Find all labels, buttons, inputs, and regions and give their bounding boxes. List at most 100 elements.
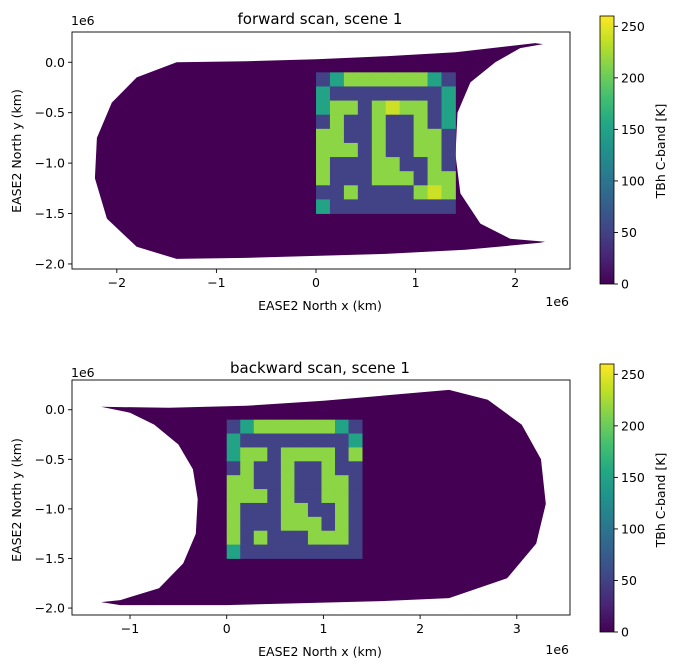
heatmap-cell (240, 475, 255, 490)
y-axis-label: EASE2 North y (km) (9, 89, 24, 213)
heatmap-cell (348, 433, 363, 448)
heatmap-cell (240, 544, 255, 559)
heatmap-cell (357, 114, 373, 130)
heatmap-cell (280, 502, 295, 518)
heatmap-cell (240, 489, 255, 504)
heatmap-cell (226, 530, 241, 545)
heatmap-cell (343, 185, 359, 200)
heatmap-cell (357, 86, 373, 101)
heatmap-cell (357, 185, 373, 200)
heatmap-cell (427, 128, 442, 144)
heatmap-cell (357, 100, 373, 116)
heatmap-cell (294, 419, 309, 434)
plot-frame (71, 379, 571, 616)
heatmap-cell (413, 171, 428, 186)
heatmap-cell (427, 171, 442, 186)
heatmap-cell (329, 72, 345, 87)
heatmap-cell (307, 475, 322, 490)
heatmap-cell (226, 489, 241, 504)
heatmap-cell (253, 516, 268, 532)
heatmap-cell (240, 461, 255, 476)
heatmap-cell (385, 100, 401, 116)
heatmap-cell (427, 199, 442, 214)
chart-title: forward scan, scene 1 (238, 10, 403, 28)
heatmap-cell (316, 185, 331, 200)
heatmap-cell (240, 516, 255, 532)
heatmap-cell (371, 142, 387, 158)
colorbar-tick-label: 150 (621, 470, 645, 485)
heatmap-cell (343, 157, 359, 172)
heatmap-cell (307, 516, 322, 532)
heatmap-cell (427, 185, 442, 200)
colorbar-label: TBh C-band [K] (653, 104, 668, 200)
colorbar-tick-label: 200 (621, 418, 645, 433)
heatmap-cell (335, 447, 349, 462)
heatmap-cell (343, 128, 359, 144)
heatmap-cell (294, 489, 309, 504)
heatmap-cell (329, 171, 345, 186)
plot-area (71, 31, 571, 270)
heatmap-cell (316, 128, 331, 144)
x-offset-label: 1e6 (545, 642, 569, 657)
heatmap-cell (226, 419, 241, 434)
heatmap-cell (253, 419, 268, 434)
heatmap-cell (335, 530, 349, 545)
heatmap-cell (294, 530, 309, 545)
heatmap-cell (294, 502, 309, 518)
heatmap-cell (371, 128, 387, 144)
heatmap-cell (267, 461, 282, 476)
y-axis-label: EASE2 North y (km) (9, 438, 24, 562)
heatmap-cell (371, 72, 387, 87)
heatmap-cell (294, 433, 309, 448)
y-tick-label: −1.0 (35, 501, 65, 516)
colorbar-label: TBh C-band [K] (653, 453, 668, 549)
heatmap-cell (280, 516, 295, 532)
heatmap-cell (307, 530, 322, 545)
heatmap-cell (280, 433, 295, 448)
heatmap-cell (413, 199, 428, 214)
heatmap-cell (253, 461, 268, 476)
heatmap-cell (357, 199, 373, 214)
heatmap-cell (240, 447, 255, 462)
heatmap-cell (240, 502, 255, 518)
plot-frame (71, 31, 571, 270)
heatmap-cell (399, 128, 415, 144)
heatmap-cell (294, 544, 309, 559)
heatmap-cell (441, 199, 456, 214)
heatmap-cell (413, 185, 428, 200)
heatmap-cell (321, 489, 336, 504)
heatmap-cell (307, 433, 322, 448)
heatmap-cell (280, 544, 295, 559)
heatmap-cell (321, 475, 336, 490)
heatmap-cell (385, 128, 401, 144)
heatmap-cell (280, 447, 295, 462)
heatmap-cell (294, 461, 309, 476)
heatmap-cell (329, 157, 345, 172)
x-axis: −1 0 1 2 3 (121, 615, 521, 636)
heatmap-cell (335, 419, 349, 434)
colorbar: 0 50 100 150 200 250 (599, 15, 645, 292)
colorbar: 0 50 100 150 200 250 (599, 363, 645, 640)
heatmap-cell (329, 128, 345, 144)
plot-area (71, 379, 571, 616)
heatmap-cell (280, 419, 295, 434)
x-axis-label: EASE2 North x (km) (258, 298, 382, 313)
heatmap-cell (371, 199, 387, 214)
y-tick-label: −0.5 (35, 452, 65, 467)
heatmap-cell (316, 171, 331, 186)
heatmap-cell (399, 171, 415, 186)
y-tick-label: −0.5 (35, 105, 65, 120)
heatmap-cell (321, 516, 336, 532)
heatmap-cell (294, 475, 309, 490)
heatmap-cell (321, 530, 336, 545)
colorbar-tick-label: 50 (621, 573, 637, 588)
heatmap-cell (316, 157, 331, 172)
colorbar-tick-label: 50 (621, 225, 637, 240)
heatmap-cell (371, 185, 387, 200)
heatmap-cell (441, 142, 456, 158)
colorbar-tick-label: 150 (621, 122, 645, 137)
heatmap-cell (316, 114, 331, 130)
heatmap-cell (240, 433, 255, 448)
x-tick-label: 2 (416, 621, 424, 636)
